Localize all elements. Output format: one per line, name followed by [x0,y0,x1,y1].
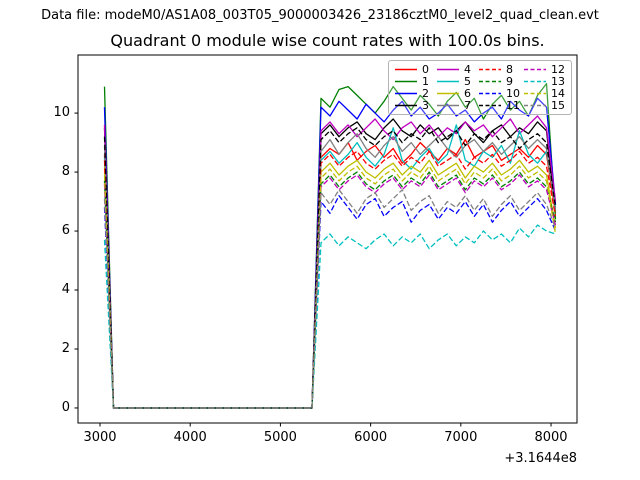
x-tick-label: 5000 [263,430,297,445]
series-line-6 [103,159,557,409]
x-tick-label: 8000 [534,430,568,445]
legend-item-15: 15 [524,100,565,111]
x-tick-label: 6000 [354,430,388,445]
y-tick-label: 6 [61,223,70,239]
legend-label: 10 [506,86,520,100]
x-tick-label: 4000 [173,430,207,445]
series-line-1 [103,82,557,409]
legend-item-3: 3 [395,100,433,111]
legend: 0 1 2 3 4 5 6 7 8 9 10 11 12 13 14 15 [388,60,572,115]
legend-label: 8 [506,63,513,77]
legend-label: 9 [506,75,513,89]
legend-line-sample [395,80,417,83]
y-tick-label: 8 [61,164,70,180]
legend-label: 4 [464,63,471,77]
y-tick-label: 0 [61,399,70,415]
legend-label: 6 [464,86,471,100]
legend-line-sample [524,69,546,71]
series-line-10 [103,195,557,409]
legend-label: 11 [506,98,520,112]
legend-item-6: 6 [437,88,475,99]
legend-line-sample [437,104,459,106]
legend-label: 14 [551,86,565,100]
x-tick-label: 3000 [83,430,117,445]
series-line-8 [103,150,557,409]
legend-line-sample [479,92,501,95]
legend-item-2: 2 [395,88,433,99]
legend-item-10: 10 [479,88,520,99]
legend-item-9: 9 [479,76,520,87]
legend-line-sample [395,92,417,95]
legend-item-4: 4 [437,64,475,75]
legend-label: 2 [422,86,429,100]
legend-label: 1 [422,75,429,89]
legend-label: 13 [551,75,565,89]
legend-line-sample [479,69,501,71]
series-line-7 [103,133,557,409]
data-file-label: Data file: modeM0/AS1A08_003T05_90000034… [41,8,599,23]
legend-label: 3 [422,98,429,112]
legend-item-14: 14 [524,88,565,99]
series-line-14 [103,165,557,409]
plot-title: Quadrant 0 module wise count rates with … [110,31,545,50]
legend-line-sample [437,92,459,95]
plot-spines [77,54,578,424]
series-line-3 [103,118,557,409]
legend-label: 5 [464,75,471,89]
legend-line-sample [479,104,501,106]
legend-label: 15 [551,98,565,112]
y-tick-label: 4 [61,282,70,297]
legend-item-7: 7 [437,100,475,111]
legend-item-12: 12 [524,64,565,75]
series-line-13 [103,224,556,409]
series-line-12 [103,174,557,409]
legend-label: 7 [464,98,471,112]
legend-line-sample [524,104,546,106]
x-axis-offset-label: +3.1644e8 [504,451,577,466]
legend-line-sample [395,104,417,106]
y-tick-label: 10 [53,105,70,121]
x-tick-label: 7000 [444,430,478,445]
y-tick-label: 2 [61,340,70,356]
legend-line-sample [524,92,546,95]
legend-line-sample [437,80,459,83]
legend-item-11: 11 [479,100,520,111]
legend-line-sample [524,80,546,83]
series-line-4 [103,115,557,409]
legend-label: 12 [551,63,565,77]
legend-item-5: 5 [437,76,475,87]
legend-label: 0 [422,63,429,77]
legend-item-8: 8 [479,64,520,75]
legend-item-0: 0 [395,64,433,75]
legend-line-sample [395,69,417,71]
series-line-15 [103,189,557,409]
legend-item-13: 13 [524,76,565,87]
series-line-2 [103,97,557,409]
legend-line-sample [479,80,501,83]
legend-item-1: 1 [395,76,433,87]
series-line-9 [103,171,557,409]
legend-line-sample [437,69,459,71]
